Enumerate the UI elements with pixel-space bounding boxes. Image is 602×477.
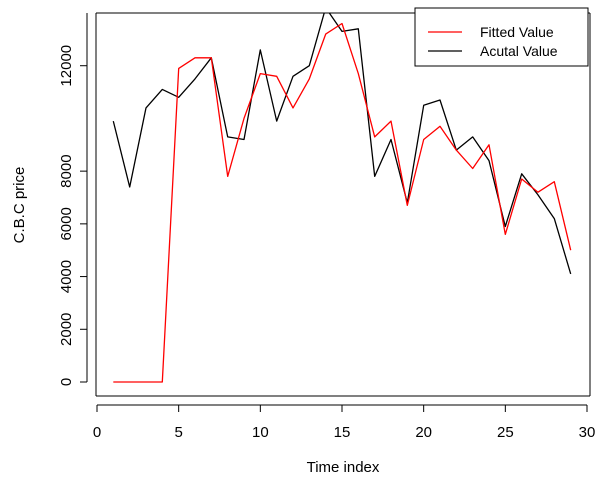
legend-label-fitted: Fitted Value [480, 24, 554, 40]
y-axis: 0 2000 4000 6000 8000 12000 [58, 13, 88, 386]
y-tick-label: 0 [58, 378, 75, 386]
y-tick-label: 8000 [58, 154, 75, 187]
legend-label-actual: Acutal Value [480, 43, 558, 59]
y-tick-label: 2000 [58, 313, 75, 346]
plot-frame [95, 12, 591, 397]
x-tick-label: 25 [497, 424, 514, 441]
x-tick-label: 0 [93, 424, 101, 441]
x-tick-label: 15 [334, 424, 351, 441]
x-axis-label: Time index [307, 459, 380, 476]
x-tick-label: 30 [579, 424, 596, 441]
series-line-actual [112, 13, 572, 275]
series-line-fitted [113, 22, 572, 383]
y-tick-label: 6000 [58, 207, 75, 240]
y-tick-label: 12000 [58, 45, 75, 87]
y-axis-label: C.B.C price [11, 167, 28, 244]
series-layer [112, 13, 572, 383]
x-tick-label: 20 [415, 424, 432, 441]
legend: Fitted Value Acutal Value [414, 7, 589, 67]
x-tick-label: 10 [252, 424, 269, 441]
legend-box [414, 7, 589, 67]
x-axis: 0 5 10 15 20 25 30 [93, 404, 596, 441]
x-tick-label: 5 [174, 424, 182, 441]
y-tick-label: 4000 [58, 260, 75, 293]
